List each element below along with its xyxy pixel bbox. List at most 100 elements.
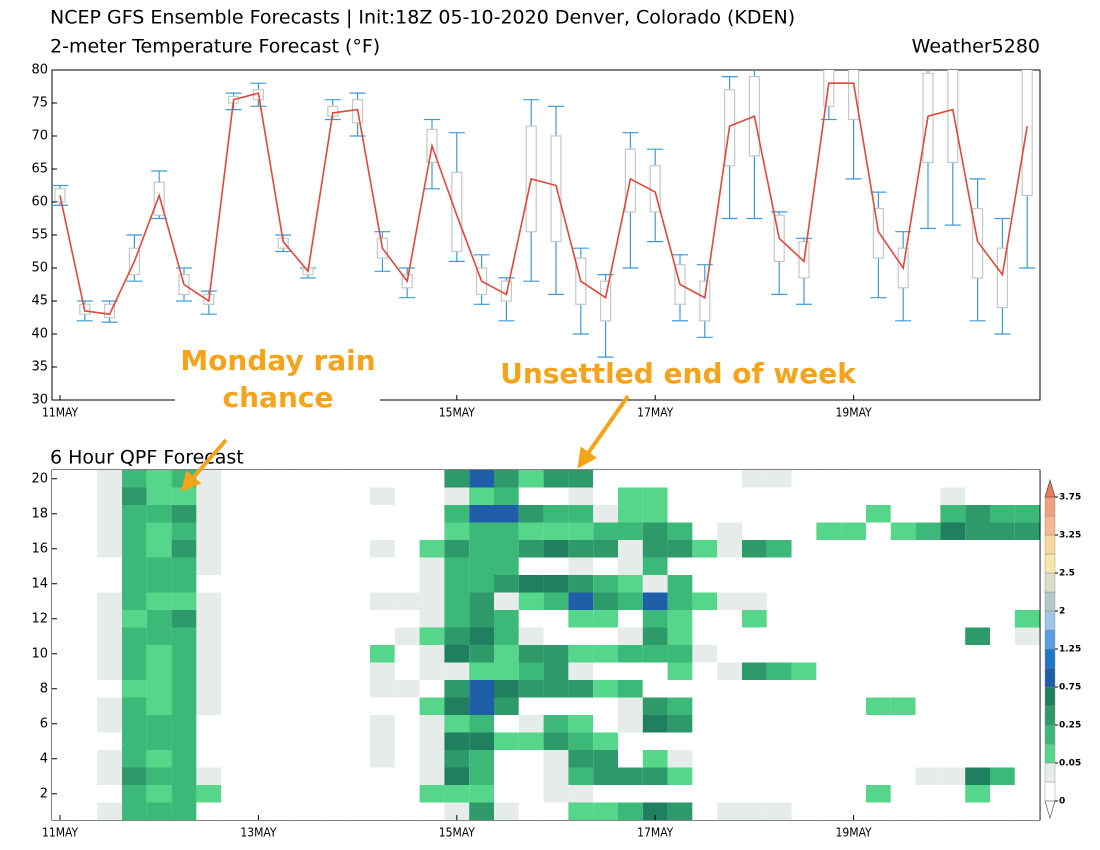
cell xyxy=(494,697,519,715)
cell xyxy=(394,470,420,488)
cell xyxy=(1014,487,1040,505)
cell xyxy=(692,575,718,593)
cell xyxy=(766,505,792,523)
cell xyxy=(543,610,569,628)
cell xyxy=(717,627,742,645)
cell xyxy=(394,627,420,645)
cell xyxy=(940,750,966,768)
x-tick-label: 17MAY xyxy=(637,826,674,840)
cell xyxy=(816,750,842,768)
cell xyxy=(642,802,668,820)
cell xyxy=(518,575,544,593)
cell xyxy=(816,662,842,680)
cell xyxy=(866,767,891,785)
cell xyxy=(221,697,246,715)
cell xyxy=(444,610,470,628)
cell xyxy=(742,767,767,785)
cell xyxy=(890,522,916,540)
cell xyxy=(494,767,519,785)
cell xyxy=(965,662,990,680)
cell xyxy=(543,592,569,610)
cell xyxy=(890,680,916,698)
cell xyxy=(1014,802,1040,820)
cell xyxy=(370,767,395,785)
credit: Weather5280 xyxy=(912,36,1040,58)
cell xyxy=(246,715,271,733)
cell xyxy=(146,575,172,593)
cell xyxy=(52,802,73,820)
cell xyxy=(866,732,891,750)
cell xyxy=(965,522,990,540)
cell xyxy=(965,645,990,663)
cell xyxy=(717,540,742,558)
cell xyxy=(221,715,246,733)
cell xyxy=(692,662,718,680)
cell xyxy=(990,505,1015,523)
cell xyxy=(841,540,866,558)
cell xyxy=(444,557,470,575)
cell xyxy=(841,750,866,768)
cell xyxy=(692,610,718,628)
cell xyxy=(394,575,420,593)
plot-area xyxy=(52,70,1036,358)
cell xyxy=(766,610,792,628)
cell xyxy=(866,557,891,575)
cell xyxy=(97,592,122,610)
cell xyxy=(990,802,1015,820)
cell xyxy=(518,557,544,575)
cell xyxy=(171,732,197,750)
cell xyxy=(890,697,916,715)
cell xyxy=(72,592,98,610)
cell xyxy=(444,522,470,540)
cell xyxy=(965,592,990,610)
cell xyxy=(890,505,916,523)
cell xyxy=(97,505,122,523)
cell xyxy=(568,767,594,785)
cell xyxy=(494,505,519,523)
cell xyxy=(543,557,569,575)
cell xyxy=(717,767,742,785)
cell xyxy=(890,487,916,505)
cell xyxy=(444,697,470,715)
cell xyxy=(52,645,73,663)
cell xyxy=(742,627,767,645)
cell xyxy=(667,645,693,663)
cell xyxy=(593,732,618,750)
cell xyxy=(1014,540,1040,558)
cell xyxy=(642,522,668,540)
cell xyxy=(692,697,718,715)
cell xyxy=(518,697,544,715)
cell xyxy=(246,767,271,785)
cell xyxy=(97,715,122,733)
cell xyxy=(270,575,296,593)
cell xyxy=(717,592,742,610)
y-tick-label: 6 xyxy=(40,716,48,731)
colorbar-bin xyxy=(1044,724,1056,745)
cell xyxy=(568,557,594,575)
cell xyxy=(543,540,569,558)
cell xyxy=(196,557,222,575)
cell xyxy=(841,785,866,803)
cell xyxy=(320,680,346,698)
cell xyxy=(270,715,296,733)
cell xyxy=(866,662,891,680)
cell xyxy=(295,627,321,645)
cell xyxy=(72,662,98,680)
cell xyxy=(97,610,122,628)
cell xyxy=(642,680,668,698)
cell xyxy=(494,557,519,575)
cell xyxy=(122,627,147,645)
cell xyxy=(816,557,842,575)
y-tick-label: 20 xyxy=(31,471,48,486)
y-tick-label: 55 xyxy=(31,228,48,243)
cell xyxy=(717,645,742,663)
cell xyxy=(221,522,246,540)
cell xyxy=(122,487,147,505)
cell xyxy=(618,645,643,663)
cell xyxy=(841,522,866,540)
cell xyxy=(146,645,172,663)
cell xyxy=(146,627,172,645)
cell xyxy=(791,767,817,785)
cell xyxy=(940,785,966,803)
cell xyxy=(717,750,742,768)
